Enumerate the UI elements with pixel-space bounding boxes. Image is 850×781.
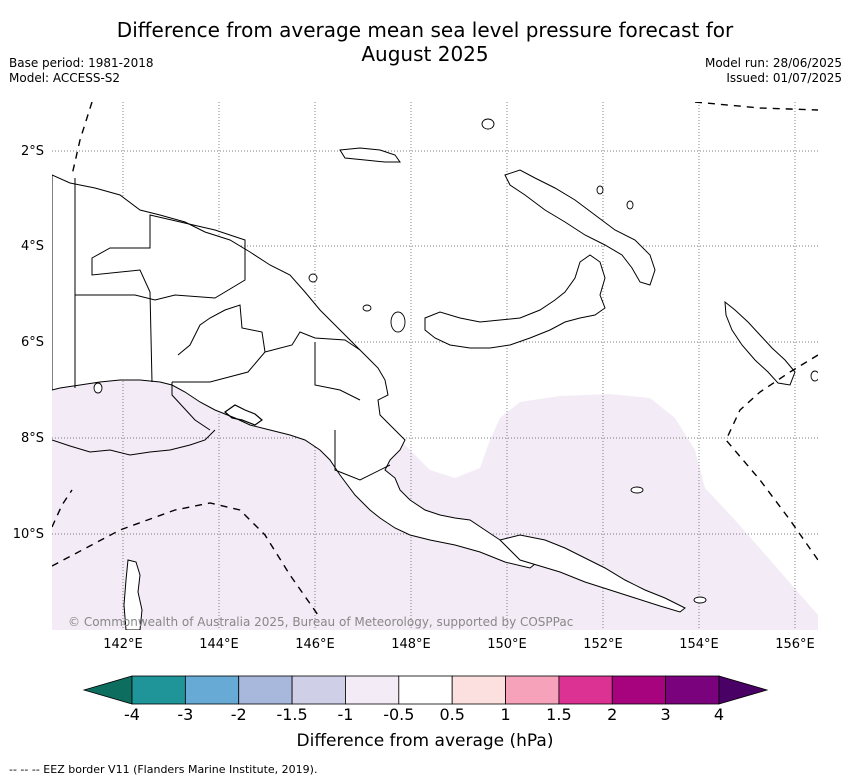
colorbar-tick-label: 3 bbox=[660, 705, 671, 724]
fly-river-coast bbox=[52, 429, 216, 456]
lat-label: 2°S bbox=[21, 144, 44, 159]
provincial-boundaries bbox=[74, 178, 391, 481]
colorbar-segment bbox=[611, 675, 667, 705]
colorbar-max-extension bbox=[718, 675, 769, 705]
lon-label: 150°E bbox=[487, 637, 527, 652]
colorbar-title: Difference from average (hPa) bbox=[296, 731, 554, 751]
base-period: Base period: 1981-2018 bbox=[9, 56, 154, 70]
colorbar-segment bbox=[131, 675, 186, 705]
cape-york bbox=[123, 559, 143, 630]
copyright-text: © Commonwealth of Australia 2025, Bureau… bbox=[68, 615, 573, 629]
colorbar-tick-label: -4 bbox=[124, 705, 140, 724]
colorbar-tick-label: -1.5 bbox=[276, 705, 308, 724]
lon-label: 156°E bbox=[775, 637, 815, 652]
torres-strait-islands bbox=[224, 404, 263, 426]
colorbar-segment bbox=[184, 675, 240, 705]
colorbar-tick-label: 2 bbox=[607, 705, 618, 724]
colorbar-segment bbox=[398, 675, 453, 705]
latitude-labels: 2°S 4°S 6°S 8°S 10°S bbox=[13, 144, 44, 542]
colorbar-tick-label: -2 bbox=[230, 705, 247, 724]
left-metadata: Base period: 1981-2018 Model: ACCESS-S2 bbox=[9, 56, 154, 86]
colorbar-tick-label: -1 bbox=[337, 705, 354, 724]
colorbar-segment bbox=[238, 675, 293, 705]
colorbar-min-extension bbox=[82, 675, 133, 705]
model-name: Model: ACCESS-S2 bbox=[9, 71, 121, 85]
colorbar-tick-label: 1.5 bbox=[546, 705, 572, 724]
new-ireland bbox=[504, 169, 656, 286]
papuan-peninsula bbox=[499, 534, 686, 613]
bougainville bbox=[724, 300, 796, 386]
lon-label: 146°E bbox=[295, 637, 335, 652]
colorbar-tick-label: 0.5 bbox=[439, 705, 465, 724]
colorbar-tick-label: 4 bbox=[713, 705, 725, 724]
lon-label: 152°E bbox=[583, 637, 623, 652]
manus-island bbox=[339, 147, 401, 163]
colorbar-segment bbox=[291, 675, 346, 705]
lat-label: 6°S bbox=[21, 335, 44, 350]
longitude-labels: 142°E 144°E 146°E 148°E 150°E 152°E 154°… bbox=[103, 637, 815, 652]
issued-date: Issued: 01/07/2025 bbox=[726, 71, 842, 85]
title-line-2: August 2025 bbox=[361, 42, 489, 66]
right-metadata: Model run: 28/06/2025 Issued: 01/07/2025 bbox=[705, 56, 842, 86]
lon-label: 142°E bbox=[103, 637, 143, 652]
colorbar-segment bbox=[505, 675, 560, 705]
lon-label: 144°E bbox=[199, 637, 239, 652]
map-title: Difference from average mean sea level p… bbox=[0, 18, 850, 66]
colorbar-segment bbox=[451, 675, 506, 705]
colorbar-segment bbox=[345, 675, 400, 705]
map-area: © Commonwealth of Australia 2025, Bureau… bbox=[52, 102, 818, 630]
colorbar-tick-label: -3 bbox=[177, 705, 194, 724]
footer-note: -- -- -- EEZ border V11 (Flanders Marine… bbox=[9, 763, 318, 776]
title-line-1: Difference from average mean sea level p… bbox=[116, 18, 734, 42]
colorbar-segment bbox=[665, 675, 720, 705]
colorbar bbox=[82, 675, 769, 705]
lon-label: 148°E bbox=[391, 637, 431, 652]
lon-label: 154°E bbox=[679, 637, 719, 652]
new-guinea-mainland bbox=[52, 174, 541, 569]
colorbar-tick-label: -0.5 bbox=[383, 705, 415, 724]
model-run: Model run: 28/06/2025 bbox=[704, 56, 842, 70]
lat-label: 4°S bbox=[21, 239, 44, 254]
colorbar-segment bbox=[558, 675, 613, 705]
new-britain bbox=[424, 254, 606, 349]
colorbar-tick-label: 1 bbox=[500, 705, 511, 724]
eez-borders bbox=[52, 102, 818, 616]
lat-label: 10°S bbox=[13, 527, 44, 542]
lat-label: 8°S bbox=[21, 431, 44, 446]
small-islands bbox=[93, 118, 818, 604]
